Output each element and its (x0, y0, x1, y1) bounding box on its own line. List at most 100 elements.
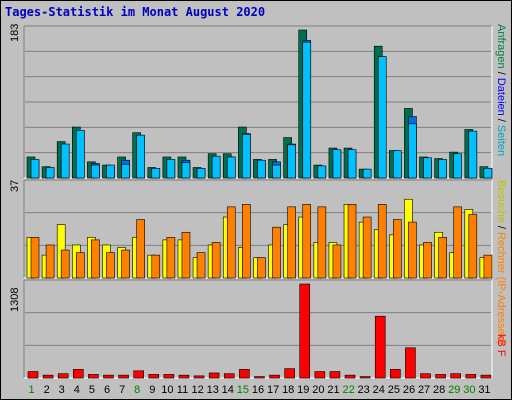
bar-pages (60, 143, 70, 179)
day-label: 17 (267, 384, 279, 396)
day-label: 25 (388, 384, 400, 396)
bar-kbytes (344, 374, 356, 379)
bar-pages (136, 134, 145, 179)
bar-kbytes (178, 374, 190, 379)
legend-visits-sites: Besuche / Rechner (IP-Adressen) (495, 180, 507, 344)
bar-pages (242, 134, 251, 179)
bar-sites (91, 239, 100, 279)
bar-sites (377, 204, 387, 279)
bar-pages (257, 159, 266, 179)
day-label: 3 (59, 384, 65, 396)
bar-kbytes (359, 376, 371, 379)
bar-sites (211, 242, 221, 279)
bar-pages (287, 144, 296, 179)
legend-part: Besuche (495, 180, 507, 223)
bar-pages (226, 156, 236, 179)
bar-kbytes (390, 369, 401, 379)
bar-kbytes (314, 371, 326, 379)
bar-sites (453, 206, 463, 279)
day-label: 30 (463, 384, 475, 396)
bar-pages (408, 123, 417, 179)
bar-sites (181, 231, 191, 279)
bar-sites (302, 204, 312, 279)
day-label: 19 (297, 384, 309, 396)
legend-part: kB F (495, 334, 507, 357)
bar-kbytes (72, 369, 84, 379)
bar-sites (423, 242, 432, 279)
bar-kbytes (42, 374, 54, 379)
day-label: 23 (358, 384, 370, 396)
bar-kbytes (239, 369, 250, 379)
bar-pages (75, 129, 85, 179)
bar-sites (347, 204, 357, 279)
day-label: 31 (478, 384, 490, 396)
bar-pages (181, 162, 191, 179)
day-label: 12 (191, 384, 203, 396)
bar-kbytes (103, 374, 114, 379)
y-max-label-requests: 183 (9, 23, 21, 42)
day-label: 13 (207, 384, 219, 396)
bar-pages (30, 159, 40, 179)
bar-pages (45, 167, 55, 179)
bar-pages (211, 155, 221, 179)
bar-pages (377, 56, 387, 179)
bar-kbytes (269, 374, 280, 379)
bar-sites (483, 254, 493, 279)
bar-sites (468, 214, 478, 279)
day-label: 28 (433, 384, 445, 396)
day-label: 20 (312, 384, 324, 396)
legend-part: / (495, 115, 507, 125)
bar-kbytes (435, 374, 446, 379)
bar-kbytes (208, 372, 220, 379)
bar-kbytes (163, 374, 175, 379)
bar-kbytes (57, 373, 69, 379)
bar-sites (45, 244, 55, 279)
day-label: 10 (161, 384, 173, 396)
day-label: 24 (373, 384, 385, 396)
bar-sites (287, 206, 296, 279)
bar-sites (151, 254, 161, 279)
bar-kbytes (450, 373, 462, 379)
day-label: 6 (104, 384, 110, 396)
legend-kbytes: kB F (495, 334, 507, 357)
bar-kbytes (223, 373, 235, 379)
bar-kbytes (420, 373, 431, 379)
bar-pages (393, 150, 402, 179)
bar-sites (257, 257, 266, 279)
y-max-label-kbytes: 1308 (9, 287, 21, 312)
legend-part: Rechner (IP-Adressen) (495, 231, 507, 345)
day-label: 7 (119, 384, 125, 396)
day-label: 2 (44, 384, 50, 396)
legend-part: Seiten (495, 124, 507, 157)
day-label: 15 (237, 384, 249, 396)
day-label: 4 (74, 384, 80, 396)
bar-kbytes (27, 371, 39, 379)
legend-part: / (495, 68, 507, 78)
bar-pages (483, 167, 493, 179)
bar-pages (438, 159, 447, 179)
bar-kbytes (480, 374, 492, 379)
day-label: 14 (222, 384, 234, 396)
bar-sites (106, 252, 115, 279)
y-max-label-visits: 37 (9, 179, 21, 192)
bar-sites (393, 219, 402, 279)
bar-kbytes (193, 375, 205, 379)
day-label: 29 (448, 384, 460, 396)
bar-kbytes (374, 315, 386, 379)
bar-sites (166, 237, 176, 279)
bar-pages (302, 41, 312, 179)
bar-kbytes (284, 368, 295, 379)
bar-sites (226, 206, 236, 279)
bar-kbytes (465, 374, 477, 379)
legend-part: Dateien (495, 77, 507, 116)
bar-kbytes (148, 374, 160, 379)
bar-sites (272, 226, 281, 279)
bar-kbytes (88, 374, 99, 379)
bar-kbytes (329, 371, 341, 379)
bar-pages (166, 159, 176, 179)
bar-kbytes (254, 376, 265, 379)
legend-part: / (495, 222, 507, 232)
bar-sites (60, 249, 70, 279)
day-label: 26 (403, 384, 415, 396)
